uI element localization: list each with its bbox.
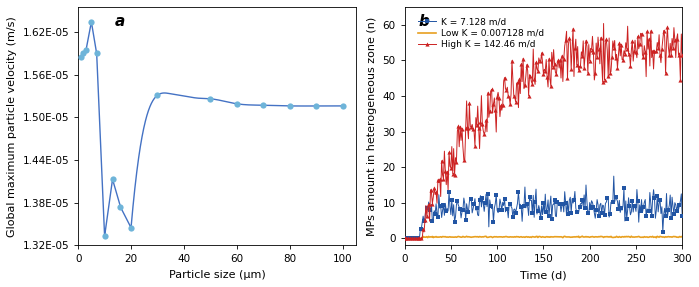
K = 7.128 m/d [401,236,409,240]
Low K = 0.007128 m/d [401,236,409,240]
K = 7.128 m/d [610,174,618,178]
Low K = 0.007128 m/d [591,235,600,238]
Text: a: a [114,14,124,29]
K = 7.128 m/d [620,187,628,190]
High K = 142.46 m/d [590,78,598,82]
K = 7.128 m/d [512,206,521,209]
High K = 142.46 m/d [635,43,644,46]
High K = 142.46 m/d [658,38,667,41]
Low K = 0.007128 m/d [512,235,521,238]
X-axis label: Time (d): Time (d) [520,270,567,280]
Low K = 0.007128 m/d [620,235,628,239]
Y-axis label: Global maximum particle velocity (m/s): Global maximum particle velocity (m/s) [7,16,17,236]
High K = 142.46 m/d [512,82,521,85]
Low K = 0.007128 m/d [678,235,686,239]
High K = 142.46 m/d [599,22,607,25]
Legend: K = 7.128 m/d, Low K = 0.007128 m/d, High K = 142.46 m/d: K = 7.128 m/d, Low K = 0.007128 m/d, Hig… [415,14,547,53]
Low K = 0.007128 m/d [635,235,644,239]
K = 7.128 m/d [635,203,644,207]
K = 7.128 m/d [521,206,530,210]
K = 7.128 m/d [590,211,598,215]
Text: b: b [419,14,429,29]
X-axis label: Particle size (μm): Particle size (μm) [168,270,266,280]
Y-axis label: MPs amount in heterogeneous zone (n): MPs amount in heterogeneous zone (n) [367,17,377,236]
Low K = 0.007128 m/d [521,235,530,238]
Line: High K = 142.46 m/d: High K = 142.46 m/d [403,22,684,241]
Low K = 0.007128 m/d [658,235,667,239]
Line: K = 7.128 m/d: K = 7.128 m/d [403,174,684,240]
Line: Low K = 0.007128 m/d: Low K = 0.007128 m/d [405,236,682,238]
Low K = 0.007128 m/d [578,234,586,238]
High K = 142.46 m/d [401,236,409,240]
High K = 142.46 m/d [678,53,686,57]
High K = 142.46 m/d [521,75,530,78]
High K = 142.46 m/d [620,49,628,53]
K = 7.128 m/d [658,230,667,233]
K = 7.128 m/d [678,214,686,218]
